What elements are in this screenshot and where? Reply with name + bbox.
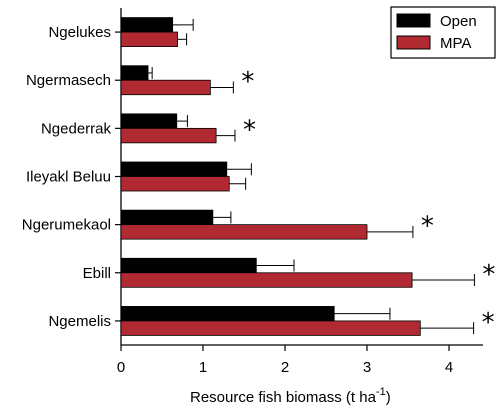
legend-label-mpa: MPA: [440, 35, 471, 52]
category-label: Ngelukes: [48, 24, 111, 41]
x-axis-title-sup: -1: [376, 386, 386, 398]
significance-marker: *: [243, 115, 256, 145]
bar-mpa: [120, 79, 211, 96]
x-tick-label: 2: [281, 359, 289, 376]
significance-marker: *: [482, 308, 495, 338]
category-label: Ebill: [83, 265, 111, 282]
legend-label-open: Open: [440, 13, 477, 30]
x-tick-label: 0: [117, 359, 125, 376]
category-label: Ngederrak: [41, 120, 112, 137]
bar-mpa: [120, 272, 413, 288]
x-axis-title-end: ): [386, 389, 391, 406]
bar-open: [120, 113, 178, 129]
category-label: Ngermasech: [26, 72, 111, 89]
bar-mpa: [120, 31, 178, 47]
plot-area: 0 1 2 3 4 Ngelukes Ngermasech * Ngederrak * Ileyak…: [22, 8, 495, 376]
bar-open: [120, 65, 149, 81]
legend-swatch-mpa: [396, 35, 431, 50]
x-tick-label: 4: [445, 359, 453, 376]
bar-open: [120, 17, 174, 33]
bar-open: [120, 257, 257, 274]
bar-mpa: [120, 224, 368, 240]
significance-marker: *: [241, 67, 254, 97]
significance-marker: *: [482, 260, 495, 290]
bar-mpa: [120, 320, 421, 336]
bar-open: [120, 306, 335, 322]
x-tick-label: 3: [363, 359, 371, 376]
category-label: Ileyakl Beluu: [26, 169, 111, 186]
x-tick-label: 1: [199, 359, 207, 376]
x-axis-title-main: Resource fish biomass (t ha: [190, 389, 377, 406]
category-label: Ngemelis: [48, 313, 111, 330]
x-axis-title: Resource fish biomass (t ha-1): [190, 386, 391, 406]
legend-swatch-open: [396, 13, 431, 28]
bar-open: [120, 161, 228, 177]
bar-mpa: [120, 127, 217, 144]
bar-mpa: [120, 176, 230, 192]
bar-open: [120, 209, 214, 226]
significance-marker: *: [421, 212, 434, 242]
category-label: Ngerumekaol: [22, 217, 111, 234]
legend: Open MPA: [390, 6, 496, 59]
